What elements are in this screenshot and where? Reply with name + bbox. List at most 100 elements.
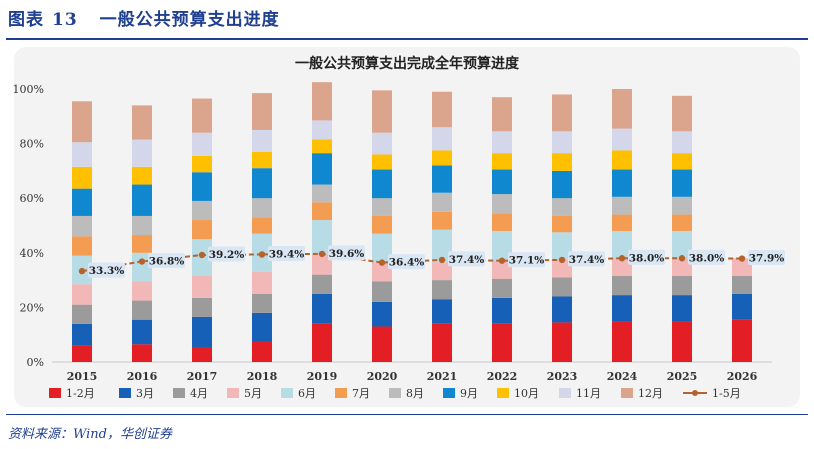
- legend-label: 8月: [406, 387, 424, 400]
- bar-segment: [192, 98, 212, 133]
- data-label-box: [88, 262, 125, 278]
- bar-segment: [552, 198, 572, 216]
- data-label-box: [568, 251, 605, 267]
- bar-segment: [552, 296, 572, 323]
- data-label: 37.1%: [509, 255, 545, 267]
- bar-segment: [552, 215, 572, 233]
- line-point: [318, 250, 326, 258]
- bar-segment: [672, 214, 692, 231]
- bar-segment: [252, 93, 272, 130]
- figure-heading: 图表 13 一般公共预算支出进度: [8, 5, 280, 30]
- bar-segment: [732, 276, 752, 294]
- legend-label: 6月: [298, 387, 316, 400]
- bar-segment: [312, 82, 332, 121]
- bar-segment: [432, 192, 452, 212]
- bar-segment: [72, 101, 92, 143]
- bar-segment: [72, 323, 92, 346]
- x-tick-label: 2024: [607, 370, 638, 383]
- legend-swatch: [497, 388, 509, 398]
- bar-segment: [312, 153, 332, 185]
- x-tick-label: 2015: [67, 370, 98, 383]
- bar-segment: [552, 94, 572, 132]
- legend-swatch: [49, 388, 61, 398]
- bar-segment: [132, 281, 152, 301]
- bar-segment: [372, 215, 392, 234]
- bar-segment: [372, 326, 392, 362]
- bar-segment: [672, 295, 692, 322]
- bar-segment: [612, 295, 632, 322]
- bar-segment: [72, 142, 92, 167]
- chart-title: 一般公共预算支出完成全年预算进度: [295, 55, 520, 72]
- bar-segment: [192, 346, 212, 362]
- bar-segment: [612, 196, 632, 215]
- data-label: 39.2%: [209, 249, 245, 261]
- x-tick-label: 2022: [487, 370, 518, 383]
- y-tick-label: 80%: [20, 138, 44, 151]
- bar-segment: [432, 91, 452, 128]
- bar-segment: [612, 89, 632, 129]
- data-label-box: [268, 245, 305, 261]
- line-point: [738, 255, 746, 262]
- source-note: 资料来源：Wind，华创证券: [8, 427, 172, 442]
- bar-segment: [552, 277, 572, 297]
- bar-segment: [732, 293, 752, 320]
- line-point: [198, 251, 206, 259]
- line-point: [378, 259, 386, 266]
- bar-segment: [372, 233, 392, 263]
- legend-swatch: [281, 388, 293, 398]
- bar-segment: [192, 200, 212, 221]
- top-rule: [6, 38, 808, 40]
- line-point: [438, 256, 446, 264]
- bottom-rule: [6, 414, 808, 415]
- legend-label: 10月: [514, 387, 539, 400]
- line-point: [138, 258, 146, 265]
- bar-segment: [612, 214, 632, 231]
- x-tick-label: 2016: [127, 370, 158, 383]
- bar-segment: [192, 276, 212, 298]
- bar-segment: [432, 323, 452, 362]
- legend-swatch: [173, 388, 185, 398]
- legend-label: 4月: [190, 387, 208, 400]
- bar-segment: [192, 155, 212, 173]
- data-label-box: [388, 254, 425, 270]
- bar-segment: [132, 344, 152, 362]
- bar-segment: [672, 196, 692, 215]
- data-label: 38.0%: [689, 252, 725, 264]
- bar-segment: [312, 120, 332, 140]
- legend-label: 1-5月: [712, 387, 741, 400]
- bar-segment: [552, 170, 572, 199]
- bar-segment: [612, 321, 632, 362]
- bar-segment: [492, 153, 512, 170]
- legend-swatch: [621, 388, 633, 398]
- bar-segment: [72, 188, 92, 216]
- data-label-box: [748, 250, 785, 266]
- bar-segment: [312, 293, 332, 324]
- bar-segment: [72, 236, 92, 256]
- figure-label: 图表: [8, 10, 44, 30]
- bar-segment: [252, 293, 272, 313]
- data-label-box: [628, 249, 665, 265]
- legend-label: 12月: [638, 387, 663, 400]
- bar-segment: [492, 194, 512, 214]
- legend-label: 3月: [136, 387, 154, 400]
- x-tick-label: 2018: [247, 370, 278, 383]
- data-label: 36.8%: [149, 256, 185, 268]
- bar-segment: [612, 150, 632, 170]
- figure-title: 一般公共预算支出进度: [99, 10, 280, 30]
- legend-swatch: [389, 388, 401, 398]
- bar-segment: [132, 235, 152, 253]
- legend-swatch: [335, 388, 347, 398]
- bar-segment: [492, 230, 512, 261]
- bar-segment: [252, 312, 272, 342]
- bar-segment: [672, 276, 692, 296]
- legend-swatch: [559, 388, 571, 398]
- bar-segment: [72, 304, 92, 324]
- bar-segment: [252, 217, 272, 234]
- bar-segment: [432, 127, 452, 151]
- bar-segment: [132, 105, 152, 140]
- x-tick-label: 2021: [427, 370, 458, 383]
- bar-segment: [432, 262, 452, 281]
- bar-segment: [492, 297, 512, 324]
- bar-segment: [372, 154, 392, 170]
